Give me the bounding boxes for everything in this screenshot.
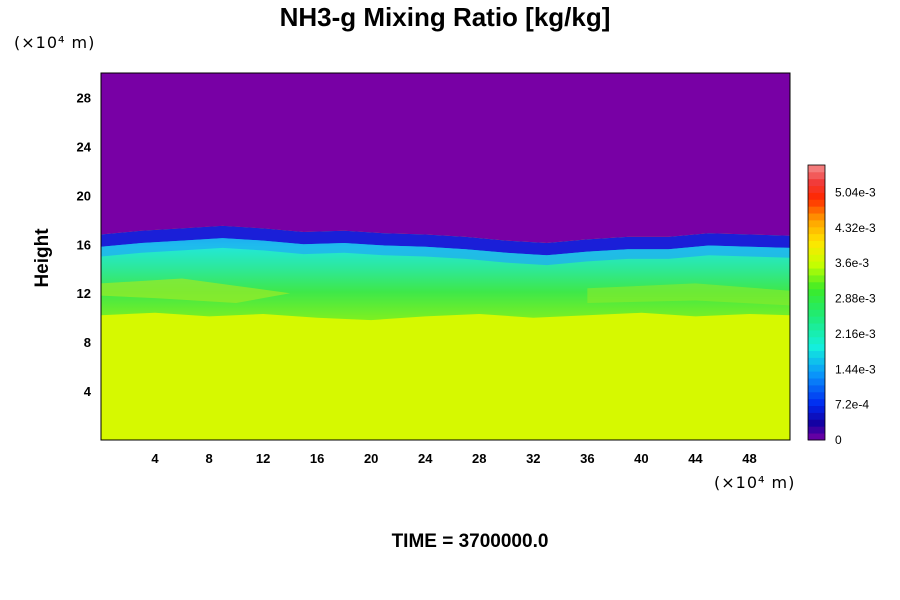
- x-unit-label: (×10⁴ m): [714, 473, 796, 492]
- colorbar-level: [808, 391, 825, 400]
- cloud-top-halo: [101, 238, 790, 266]
- colorbar-level: [808, 385, 825, 393]
- colorbar-level: [808, 178, 825, 187]
- y-unit-label: (×10⁴ m): [14, 33, 96, 52]
- colorbar-tick-label: 5.04e-3: [835, 186, 876, 200]
- colorbar-level: [808, 316, 825, 324]
- x-tick-label: 24: [418, 451, 433, 466]
- colorbar-tick-label: 7.2e-4: [835, 398, 869, 412]
- colorbar-tick-label: 2.88e-3: [835, 292, 876, 306]
- x-tick-label: 28: [472, 451, 486, 466]
- transition-patch: [101, 278, 291, 303]
- upper-layer: [101, 73, 790, 243]
- x-tick-label: 12: [256, 451, 270, 466]
- colorbar-level: [808, 233, 825, 242]
- colorbar-level: [808, 261, 825, 269]
- colorbar-border: [807, 164, 826, 441]
- colorbar: 0 7.2e-4 1.44e-3 2.16e-3 2.88e-3 3.6e-3 4.32e-…: [807, 164, 876, 447]
- colorbar-level: [808, 171, 825, 180]
- colorbar-tick-label: 3.6e-3: [835, 256, 869, 270]
- colorbar-tick-label: 4.32e-3: [835, 221, 876, 235]
- colorbar-level: [808, 199, 825, 207]
- colorbar-level: [808, 192, 825, 200]
- y-axis-ticks: 4 8 12 16 20 24 28: [77, 90, 92, 399]
- colorbar-tick-label: 2.16e-3: [835, 327, 876, 341]
- colorbar-level: [808, 247, 825, 255]
- colorbar-tick-label: 0: [835, 433, 842, 447]
- colorbar-level: [808, 323, 825, 331]
- x-tick-label: 48: [742, 451, 756, 466]
- x-tick-label: 44: [688, 451, 703, 466]
- y-tick-label: 4: [84, 384, 92, 399]
- colorbar-level: [808, 433, 825, 441]
- colorbar-level: [808, 371, 825, 379]
- y-tick-label: 24: [77, 139, 92, 154]
- colorbar-level: [808, 343, 825, 352]
- x-tick-label: 20: [364, 451, 378, 466]
- colorbar-level: [808, 330, 825, 338]
- y-tick-label: 28: [77, 90, 91, 105]
- colorbar-level: [808, 378, 825, 386]
- cloud-top-edge: [101, 225, 790, 256]
- colorbar-level: [808, 350, 825, 358]
- chart-title: NH3-g Mixing Ratio [kg/kg]: [279, 2, 611, 32]
- colorbar-level: [808, 185, 825, 193]
- x-tick-label: 16: [310, 451, 324, 466]
- transition-patch: [587, 283, 790, 306]
- colorbar-level: [808, 226, 825, 235]
- colorbar-tick-label: 1.44e-3: [835, 362, 876, 376]
- colorbar-level: [808, 419, 825, 427]
- x-tick-label: 40: [634, 451, 648, 466]
- y-tick-label: 20: [77, 188, 91, 203]
- y-tick-label: 16: [77, 237, 91, 252]
- colorbar-level: [808, 275, 825, 283]
- colorbar-level: [808, 426, 825, 434]
- colorbar-level: [808, 357, 825, 365]
- colorbar-level: [808, 268, 825, 276]
- colorbar-level: [808, 206, 825, 214]
- x-tick-label: 32: [526, 451, 540, 466]
- colorbar-level: [808, 165, 825, 173]
- colorbar-level: [808, 412, 825, 420]
- colorbar-level: [808, 295, 825, 303]
- y-tick-label: 8: [84, 335, 91, 350]
- colorbar-level: [808, 213, 825, 221]
- plot-border: [100, 72, 791, 441]
- colorbar-level: [808, 281, 825, 290]
- colorbar-level: [808, 364, 825, 372]
- colorbar-level: [808, 220, 825, 228]
- colorbar-level: [808, 336, 825, 345]
- colorbar-level: [808, 398, 825, 407]
- x-tick-label: 36: [580, 451, 594, 466]
- colorbar-level: [808, 254, 825, 262]
- time-footer: TIME = 3700000.0: [391, 531, 549, 552]
- x-axis-ticks: 4 8 12 16 20 24 28 32 36 40 44 48: [151, 451, 756, 466]
- colorbar-level: [808, 240, 825, 248]
- x-tick-label: 4: [151, 451, 159, 466]
- colorbar-level: [808, 288, 825, 297]
- field-layers: [101, 73, 790, 440]
- y-tick-label: 12: [77, 286, 91, 301]
- colorbar-level: [808, 405, 825, 413]
- colorbar-level: [808, 302, 825, 310]
- x-tick-label: 8: [205, 451, 212, 466]
- plot-frame: [100, 72, 791, 441]
- colorbar-level: [808, 309, 825, 317]
